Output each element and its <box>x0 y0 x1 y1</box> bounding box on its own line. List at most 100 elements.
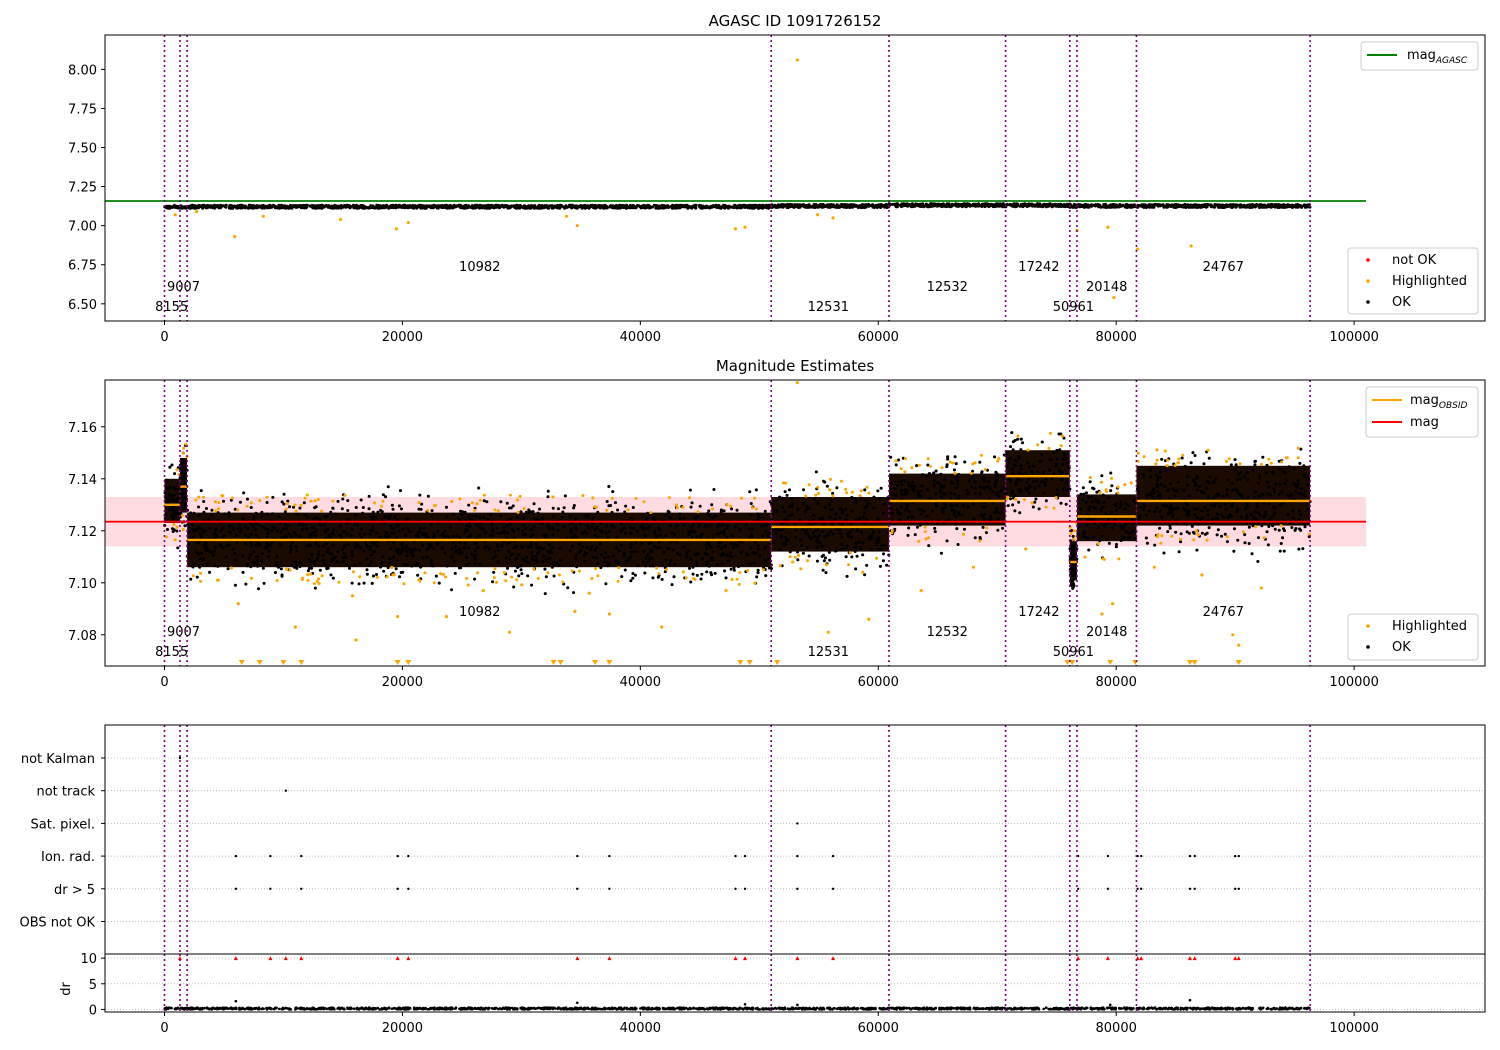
mid-y-tick-label: 7.10 <box>68 577 97 592</box>
flag-point <box>743 887 747 890</box>
top-obsid-label: 17242 <box>1018 260 1059 275</box>
highlighted-point <box>1231 633 1235 637</box>
clipped-low-marker <box>774 660 781 665</box>
segment-highlighted-points <box>1006 431 1064 510</box>
top-obsid-label: 9007 <box>167 280 200 295</box>
mid-y-tick-label: 7.16 <box>68 421 97 436</box>
highlighted-point <box>575 224 579 228</box>
agasc-magnitude-plot: 8155 9007 10982 12531 12532 17242 50961 20148 24… <box>68 34 1486 345</box>
dr-clipped-marker <box>395 956 400 961</box>
highlighted-point <box>338 217 343 222</box>
mid-obsid-label: 10982 <box>459 605 500 620</box>
clipped-low-marker <box>1186 660 1193 665</box>
top-obsid-label: 50961 <box>1053 300 1094 315</box>
flag-point <box>1106 854 1110 858</box>
mid-obsid-label: 12531 <box>808 645 849 660</box>
highlighted-point <box>216 578 220 582</box>
top-y-tick-label: 8.00 <box>68 63 97 78</box>
top-obsid-label: 24767 <box>1203 260 1244 275</box>
highlighted-point <box>826 630 830 634</box>
clipped-low-marker <box>737 660 744 665</box>
highlighted-point <box>406 220 410 225</box>
flag-point <box>1237 854 1240 858</box>
legend-label: not OK <box>1392 253 1437 268</box>
highlighted-point <box>1259 586 1263 590</box>
mid-x-tick-label: 60000 <box>858 675 899 690</box>
highlighted-point <box>394 227 399 231</box>
flag-point <box>300 887 303 890</box>
dr-clipped-marker <box>743 956 748 961</box>
dr-clipped-marker <box>831 956 836 961</box>
legend-marker <box>1366 624 1370 628</box>
segment-highlighted-points <box>180 442 189 531</box>
segment-highlighted-points <box>1083 476 1133 561</box>
highlighted-point <box>173 213 177 217</box>
flag-row-label: OBS not OK <box>20 916 96 931</box>
segment-highlighted-points <box>1136 446 1311 545</box>
top-x-tick-label: 80000 <box>1096 330 1137 345</box>
top-frame <box>104 34 1486 322</box>
segment-ok-points <box>1134 447 1312 563</box>
mid-obsid-label: 50961 <box>1053 645 1094 660</box>
highlighted-point <box>1189 244 1193 248</box>
flag-point <box>1233 854 1237 858</box>
highlighted-point <box>1111 602 1115 606</box>
flag-row-label: Sat. pixel. <box>31 817 95 832</box>
mid-x-tick-label: 20000 <box>382 675 423 690</box>
highlighted-point <box>564 214 569 218</box>
highlighted-point <box>861 570 865 575</box>
dr-clipped-marker <box>1105 956 1110 961</box>
flag-point <box>407 887 410 890</box>
dr-x-tick-label: 20000 <box>382 1021 423 1036</box>
segment-highlighted-points <box>191 493 765 587</box>
flag-point <box>234 854 238 858</box>
flag-point <box>1193 854 1196 858</box>
top-obsid-label: 10982 <box>459 260 500 275</box>
dr-clipped-marker <box>1233 956 1238 961</box>
highlighted-point <box>816 213 820 217</box>
highlighted-point <box>1100 612 1104 616</box>
highlighted-point <box>481 589 485 593</box>
top-y-tick-label: 7.25 <box>68 181 97 196</box>
flag-point <box>796 822 799 825</box>
flag-point <box>831 854 835 858</box>
highlighted-point <box>354 638 358 642</box>
flag-point <box>608 854 611 858</box>
legend-label: OK <box>1392 295 1411 310</box>
dr-outlier-point <box>743 1003 747 1006</box>
mid-points-legend-box <box>1347 613 1479 661</box>
highlighted-point <box>795 381 799 385</box>
magnitude-estimates-plot: 8155 9007 10982 12531 12532 17242 50961 20148 24… <box>68 379 1486 690</box>
legend-marker <box>1366 258 1370 262</box>
segment-ok-points <box>1004 431 1072 515</box>
dr-outlier-point <box>796 1003 799 1007</box>
clipped-low-marker <box>1107 660 1114 665</box>
clipped-low-marker <box>746 660 753 665</box>
dr-x-tick-label: 60000 <box>858 1021 899 1036</box>
dr-outlier-point <box>234 999 238 1003</box>
dr-plot: 0 5 10 dr 0 20000 40000 60000 80000 100000 <box>59 952 1486 1036</box>
dr-x-tick-label: 80000 <box>1096 1021 1137 1036</box>
highlighted-point <box>444 615 449 619</box>
dr-y-tick-label: 5 <box>89 978 97 993</box>
mid-obsid-label: 12532 <box>927 625 968 640</box>
mid-x-tick-label: 100000 <box>1329 675 1379 690</box>
flag-point <box>1233 887 1237 890</box>
dr-clipped-marker <box>733 956 738 961</box>
dr-clipped-marker <box>1192 956 1197 961</box>
flag-point <box>576 887 579 890</box>
clipped-low-marker <box>298 660 305 665</box>
flag-point <box>1188 887 1192 890</box>
segment-ok-points <box>888 453 1006 555</box>
highlighted-point <box>1024 547 1028 551</box>
highlighted-point <box>233 235 237 239</box>
flag-point <box>300 854 303 858</box>
dr-clipped-marker <box>406 956 411 961</box>
highlighted-point <box>660 625 664 629</box>
middle-chart-title: Magnitude Estimates <box>716 357 874 375</box>
clipped-low-marker <box>238 660 245 665</box>
highlighted-point <box>733 227 738 231</box>
mid-x-tick-label: 0 <box>160 675 168 690</box>
clipped-low-marker <box>405 660 412 665</box>
